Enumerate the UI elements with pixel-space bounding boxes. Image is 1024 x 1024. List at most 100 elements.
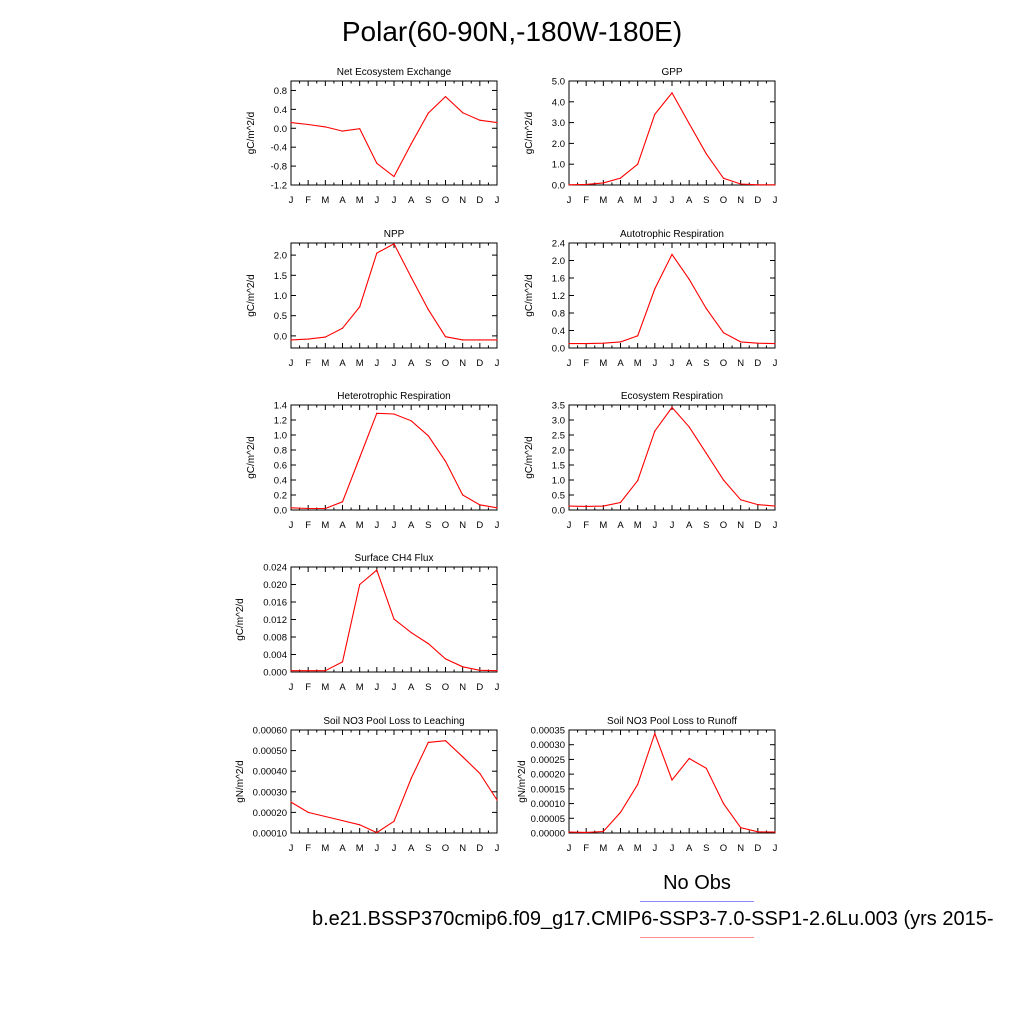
y-tick-label: 0.00000 bbox=[531, 829, 565, 840]
data-point bbox=[376, 832, 378, 834]
y-axis-label: gN/m^2/d bbox=[517, 760, 528, 803]
y-axis-label: gC/m^2/d bbox=[246, 436, 257, 479]
data-point bbox=[774, 184, 776, 186]
data-point bbox=[324, 336, 326, 338]
data-point bbox=[722, 479, 725, 481]
x-tick-label: S bbox=[425, 843, 431, 854]
x-tick-label: O bbox=[720, 520, 727, 531]
x-tick-label: D bbox=[476, 682, 483, 693]
series-line bbox=[291, 569, 498, 672]
data-point bbox=[619, 177, 622, 179]
data-point bbox=[705, 452, 707, 454]
x-tick-label: J bbox=[773, 843, 778, 854]
y-tick-label: 0.00060 bbox=[253, 726, 287, 737]
x-tick-label: D bbox=[476, 843, 483, 854]
data-point bbox=[393, 618, 395, 620]
data-point bbox=[688, 757, 690, 760]
x-tick-label: A bbox=[339, 520, 346, 531]
x-tick-label: S bbox=[703, 843, 709, 854]
plot-frame bbox=[568, 729, 776, 834]
model-legend-line bbox=[640, 937, 754, 938]
y-tick-label: 0.6 bbox=[274, 461, 287, 472]
x-tick-label: M bbox=[599, 520, 607, 531]
y-tick-label: 0.00030 bbox=[253, 787, 287, 798]
y-axis-label: gC/m^2/d bbox=[524, 274, 535, 317]
data-point bbox=[585, 505, 587, 507]
data-point bbox=[496, 339, 498, 341]
data-point bbox=[496, 122, 498, 124]
x-tick-label: D bbox=[476, 520, 483, 531]
x-tick-label: J bbox=[670, 520, 675, 531]
x-tick-label: O bbox=[720, 358, 727, 369]
x-tick-label: J bbox=[495, 195, 500, 206]
y-tick-label: 0.5 bbox=[274, 311, 287, 322]
y-axis-label: gC/m^2/d bbox=[235, 598, 246, 641]
x-tick-label: J bbox=[495, 520, 500, 531]
data-point bbox=[496, 670, 498, 672]
y-tick-label: 0.016 bbox=[263, 598, 287, 609]
y-tick-label: 1.6 bbox=[552, 274, 565, 285]
x-tick-label: M bbox=[356, 520, 364, 531]
x-tick-label: F bbox=[583, 843, 589, 854]
data-point bbox=[307, 670, 309, 672]
x-tick-label: A bbox=[686, 843, 693, 854]
x-tick-label: J bbox=[374, 358, 379, 369]
x-tick-label: A bbox=[339, 195, 346, 206]
data-point bbox=[376, 162, 378, 164]
x-tick-label: F bbox=[305, 843, 311, 854]
data-point bbox=[341, 327, 344, 329]
data-point bbox=[740, 499, 742, 501]
data-point bbox=[479, 119, 481, 121]
x-tick-label: J bbox=[567, 520, 572, 531]
data-point bbox=[705, 767, 707, 769]
x-tick-label: J bbox=[374, 843, 379, 854]
x-tick-label: J bbox=[392, 682, 397, 693]
data-point bbox=[705, 308, 707, 310]
data-point bbox=[654, 113, 656, 115]
panel-title: Soil NO3 Pool Loss to Leaching bbox=[323, 716, 464, 727]
y-tick-label: 0.00035 bbox=[531, 726, 565, 737]
x-tick-label: F bbox=[583, 358, 589, 369]
data-point bbox=[568, 831, 570, 833]
y-tick-label: 0.00040 bbox=[253, 767, 287, 778]
x-tick-label: A bbox=[617, 358, 624, 369]
y-tick-label: 0.008 bbox=[263, 633, 287, 644]
x-tick-label: F bbox=[583, 195, 589, 206]
y-tick-label: 0.024 bbox=[263, 563, 287, 574]
y-tick-label: 0.0 bbox=[552, 506, 565, 517]
x-tick-label: J bbox=[567, 195, 572, 206]
data-point bbox=[568, 343, 570, 345]
data-point bbox=[722, 803, 725, 805]
x-tick-label: D bbox=[476, 358, 483, 369]
plot-frame bbox=[290, 729, 498, 834]
data-point bbox=[307, 507, 309, 510]
data-point bbox=[688, 426, 690, 428]
x-tick-label: M bbox=[634, 843, 642, 854]
x-tick-label: M bbox=[321, 358, 329, 369]
data-point bbox=[568, 184, 570, 186]
data-point bbox=[757, 342, 759, 344]
y-tick-label: 0.00015 bbox=[531, 784, 565, 795]
data-point bbox=[290, 122, 292, 124]
x-tick-label: N bbox=[459, 195, 466, 206]
data-point bbox=[444, 658, 447, 660]
x-tick-label: J bbox=[670, 843, 675, 854]
y-tick-label: -0.4 bbox=[271, 143, 287, 154]
data-point bbox=[671, 92, 673, 94]
data-point bbox=[393, 413, 395, 415]
x-tick-label: O bbox=[442, 358, 449, 369]
x-tick-label: S bbox=[703, 520, 709, 531]
y-tick-label: 0.8 bbox=[274, 86, 287, 97]
x-tick-label: J bbox=[392, 520, 397, 531]
data-point bbox=[324, 126, 326, 128]
x-tick-label: N bbox=[737, 520, 744, 531]
plot-frame bbox=[290, 404, 498, 511]
y-tick-label: 3.5 bbox=[552, 401, 565, 412]
x-tick-label: M bbox=[634, 195, 642, 206]
y-tick-label: 0.00005 bbox=[531, 814, 565, 825]
x-tick-label: J bbox=[495, 358, 500, 369]
data-point bbox=[671, 253, 673, 255]
x-tick-label: M bbox=[356, 843, 364, 854]
y-tick-label: 0.8 bbox=[552, 309, 565, 320]
x-tick-label: N bbox=[737, 195, 744, 206]
